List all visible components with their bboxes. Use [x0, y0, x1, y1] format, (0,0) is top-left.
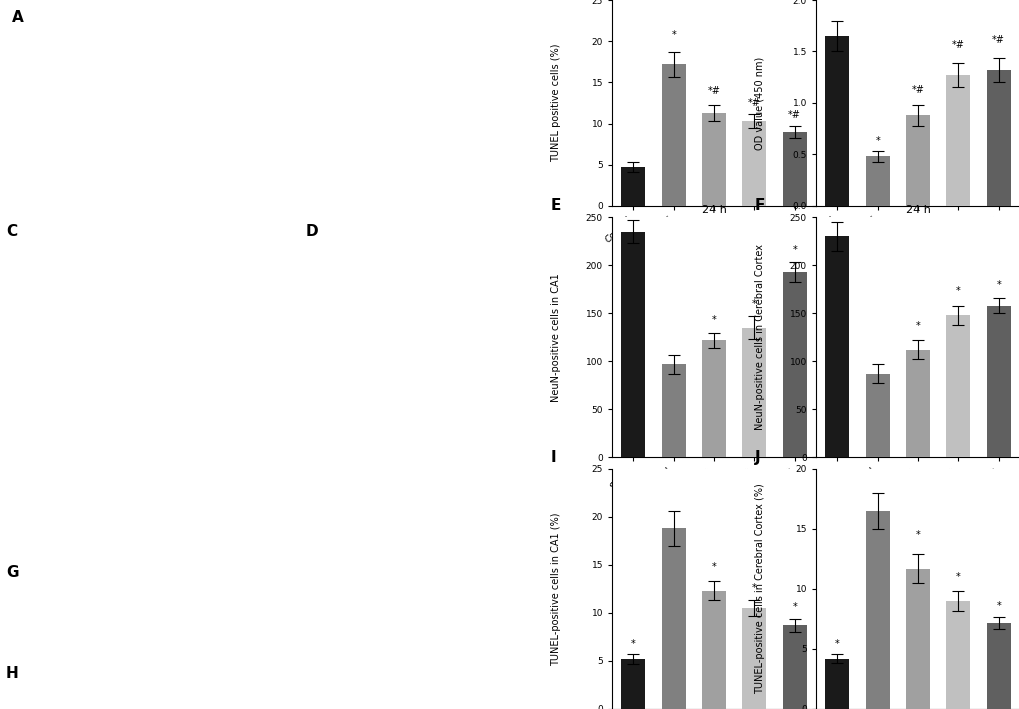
Text: *#: *# [991, 35, 1004, 45]
Bar [946, 75, 969, 206]
Text: I: I [550, 450, 556, 464]
Text: *: * [996, 601, 1000, 610]
Text: *: * [711, 315, 715, 325]
Bar [621, 659, 645, 709]
Title: 24 h: 24 h [905, 205, 929, 215]
Bar [824, 659, 849, 709]
Text: *#: *# [951, 40, 964, 50]
Bar [985, 70, 1010, 206]
Text: *: * [874, 136, 879, 146]
Bar [824, 237, 849, 457]
Bar [782, 272, 806, 457]
Text: *: * [955, 571, 960, 581]
Text: A: A [12, 11, 24, 26]
Bar [865, 374, 889, 457]
Bar [946, 316, 969, 457]
Y-axis label: TUNEL-positive cells in CA1 (%): TUNEL-positive cells in CA1 (%) [550, 512, 560, 666]
Text: *: * [671, 30, 676, 40]
Bar [905, 350, 929, 457]
Text: *: * [631, 640, 635, 649]
Text: F: F [754, 198, 764, 213]
Text: *: * [792, 602, 796, 612]
Bar [905, 116, 929, 206]
Bar [905, 569, 929, 709]
Text: H: H [6, 666, 19, 681]
Bar [742, 121, 765, 206]
Y-axis label: OD value (450 nm): OD value (450 nm) [754, 56, 764, 150]
Text: *: * [792, 245, 796, 255]
Text: *: * [751, 583, 756, 593]
Bar [661, 364, 685, 457]
Title: 24 h: 24 h [701, 205, 726, 215]
Text: *#: *# [911, 84, 923, 95]
Bar [865, 511, 889, 709]
Text: *: * [915, 530, 919, 540]
Text: *: * [996, 280, 1000, 290]
Text: E: E [550, 198, 560, 213]
Y-axis label: NeuN-positive cells in Cerebral Cortex: NeuN-positive cells in Cerebral Cortex [754, 245, 764, 430]
Bar [946, 601, 969, 709]
Bar [985, 306, 1010, 457]
Bar [782, 132, 806, 206]
Bar [742, 328, 765, 457]
Text: *: * [955, 286, 960, 296]
Bar [621, 232, 645, 457]
Bar [701, 340, 726, 457]
Y-axis label: NeuN-positive cells in CA1: NeuN-positive cells in CA1 [550, 273, 560, 402]
Y-axis label: TUNEL positive cells (%): TUNEL positive cells (%) [550, 44, 560, 162]
Bar [701, 591, 726, 709]
Bar [701, 113, 726, 206]
Text: *: * [711, 562, 715, 571]
Text: *: * [915, 320, 919, 330]
Bar [865, 157, 889, 206]
Text: C: C [6, 225, 17, 240]
Text: *#: *# [788, 110, 800, 121]
Bar [742, 608, 765, 709]
Bar [782, 625, 806, 709]
Text: *: * [751, 298, 756, 308]
Bar [621, 167, 645, 206]
Text: G: G [6, 565, 18, 580]
Text: *#: *# [707, 86, 719, 96]
Bar [985, 623, 1010, 709]
Text: J: J [754, 450, 760, 464]
Bar [661, 65, 685, 206]
Bar [824, 36, 849, 206]
Text: *: * [835, 639, 839, 649]
Text: *#: *# [747, 98, 760, 108]
Text: D: D [306, 225, 318, 240]
Y-axis label: TUNEL-positive cells in Cerebral Cortex (%): TUNEL-positive cells in Cerebral Cortex … [754, 484, 764, 694]
Bar [661, 528, 685, 709]
